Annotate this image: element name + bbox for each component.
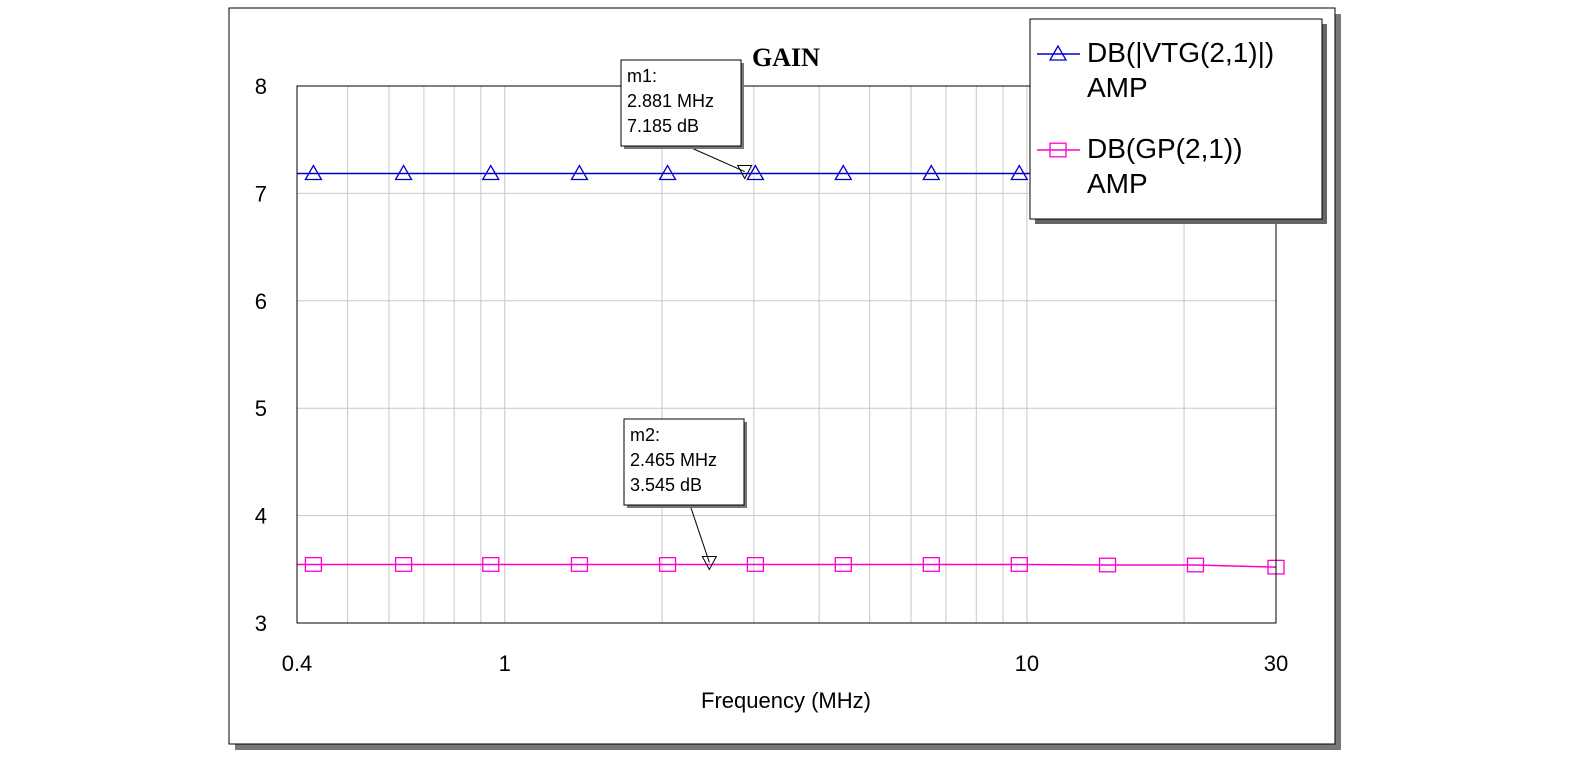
legend-marker <box>1049 142 1067 158</box>
x-tick-label: 1 <box>499 651 511 676</box>
data-point <box>1010 164 1029 181</box>
data-point <box>570 164 589 181</box>
data-point <box>922 557 940 572</box>
data-point <box>834 557 852 572</box>
legend-box <box>1029 18 1323 220</box>
legend-marker <box>1048 44 1068 61</box>
marker-text: m2: <box>630 425 660 445</box>
data-point <box>834 164 853 181</box>
data-point <box>482 557 500 572</box>
marker-box <box>623 418 745 506</box>
x-axis-label: Frequency (MHz) <box>701 688 871 713</box>
marker-layer: m1: 2.881 MHz 7.185 dB m2: 2.465 MHz 3.545 dB <box>620 59 753 571</box>
data-point <box>394 164 413 181</box>
marker-text: m1: <box>627 66 657 86</box>
y-tick-label: 5 <box>255 396 267 421</box>
series-line <box>297 563 1277 568</box>
plot-border <box>296 85 1277 624</box>
marker-triangle <box>736 165 753 180</box>
legend: DB(|VTG(2,1)|) AMP DB(GP(2,1)) AMP <box>1029 18 1327 224</box>
x-tick-label: 10 <box>1015 651 1039 676</box>
chart-title: GAIN <box>752 43 820 72</box>
legend-label-line2: AMP <box>1087 72 1148 103</box>
y-tick-label: 6 <box>255 289 267 314</box>
marker-text: 2.465 MHz <box>630 450 717 470</box>
marker-leader-line <box>689 504 710 563</box>
legend-label: DB(|VTG(2,1)|) <box>1087 37 1274 68</box>
marker-triangle <box>701 555 718 571</box>
data-point <box>746 557 765 572</box>
marker-text: 2.881 MHz <box>627 91 714 111</box>
x-tick-label: 30 <box>1264 651 1288 676</box>
data-point <box>394 557 413 572</box>
legend-item-2: DB(GP(2,1)) AMP <box>1037 133 1243 199</box>
data-point <box>1010 557 1028 572</box>
data-point <box>1098 557 1117 573</box>
y-tick-label: 7 <box>255 181 267 206</box>
x-tick-label: 0.4 <box>282 651 313 676</box>
marker-box <box>620 59 742 147</box>
data-point <box>922 164 941 181</box>
legend-items: DB(|VTG(2,1)|) AMP DB(GP(2,1)) AMP <box>1037 37 1274 199</box>
marker-leader-line <box>686 145 745 172</box>
legend-label-line2: AMP <box>1087 168 1148 199</box>
data-point <box>304 557 323 572</box>
marker-text: 3.545 dB <box>630 475 702 495</box>
data-point <box>746 164 765 181</box>
data-point <box>304 164 323 181</box>
data-point <box>481 164 500 181</box>
data-point <box>658 164 677 181</box>
legend-item-1: DB(|VTG(2,1)|) AMP <box>1037 37 1274 103</box>
y-tick-label: 4 <box>255 504 267 529</box>
y-tick-label: 8 <box>255 74 267 99</box>
y-tick-label: 3 <box>255 611 267 636</box>
marker-m1: m1: 2.881 MHz 7.185 dB <box>620 59 753 180</box>
data-point <box>658 557 677 572</box>
legend-label: DB(GP(2,1)) <box>1087 133 1243 164</box>
data-point <box>1186 557 1205 573</box>
marker-m2: m2: 2.465 MHz 3.545 dB <box>623 418 747 571</box>
data-point <box>570 557 589 572</box>
marker-text: 7.185 dB <box>627 116 699 136</box>
axis-layer: 3 4 5 6 7 8 0.4 1 10 30 <box>255 74 1288 676</box>
